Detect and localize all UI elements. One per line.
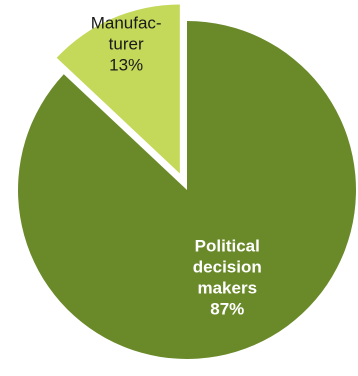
slice-name-line: Political — [195, 237, 260, 256]
pie-labels: Political decision makers 87% Manufac-turer 1… — [91, 13, 262, 318]
pie-label-1: Manufac-turer 13% — [91, 13, 162, 74]
slice-name-line: turer — [109, 34, 144, 53]
slice-value-label: 87% — [210, 300, 244, 319]
pie-label-0: Political decision makers 87% — [193, 237, 262, 319]
pie-slice-0 — [17, 21, 356, 359]
slice-name-line: decision — [193, 258, 262, 277]
slice-value-label: 13% — [109, 55, 143, 74]
slice-name-line: Manufac- — [91, 13, 162, 32]
pie-slice-1 — [56, 4, 180, 174]
pie-slices — [17, 4, 356, 359]
slice-name-line: makers — [197, 279, 257, 298]
